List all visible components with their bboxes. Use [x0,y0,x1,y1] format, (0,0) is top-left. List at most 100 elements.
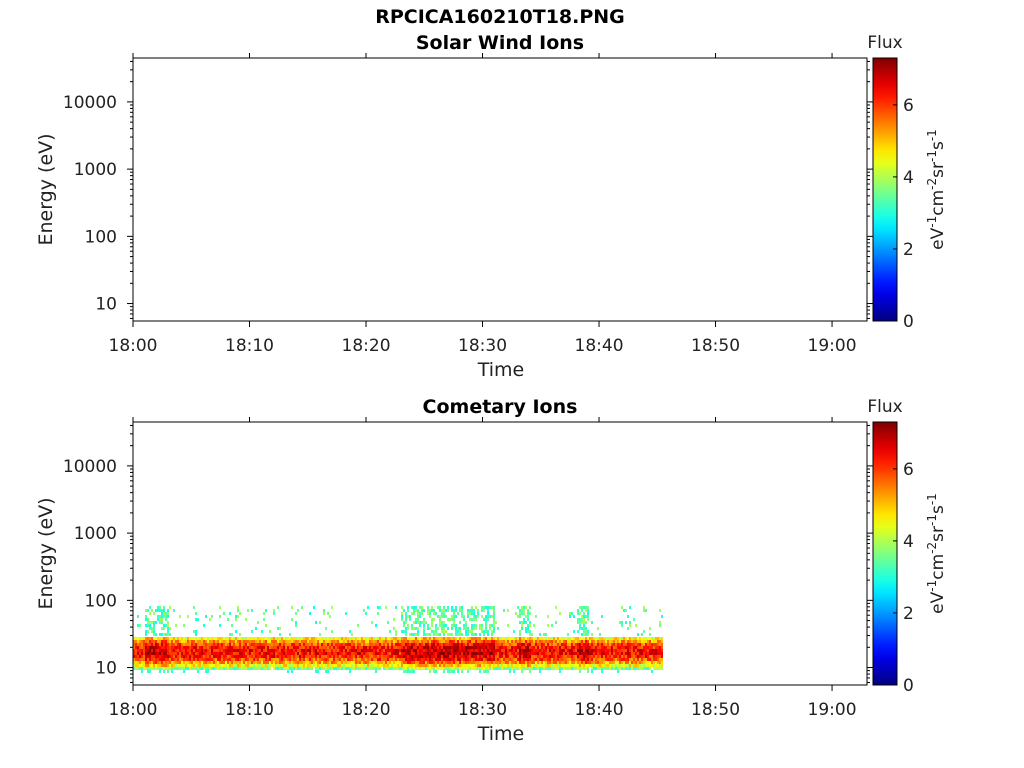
flux-cell [289,667,291,670]
flux-cell [609,658,611,661]
flux-cell [283,655,285,658]
flux-cell [201,667,203,670]
flux-cell [335,646,337,649]
flux-cell [187,640,189,643]
flux-cell [477,658,479,661]
flux-cell [223,637,225,640]
flux-cell [369,640,371,643]
flux-cell [243,655,245,658]
flux-cell [583,658,585,661]
flux-cell [471,664,473,667]
flux-cell [183,658,185,661]
flux-cell [139,667,141,670]
flux-cell [145,655,147,658]
flux-cell [231,633,233,636]
flux-cell [431,637,433,640]
flux-cell [185,643,187,646]
flux-cell [251,609,253,612]
flux-cell [531,643,533,646]
colorbar-label: eV-1cm-2sr-1s-1 [925,129,948,250]
flux-cell [149,667,151,670]
flux-cell [337,646,339,649]
flux-cell [559,664,561,667]
flux-cell [313,649,315,652]
flux-cell [261,667,263,670]
flux-cell [619,664,621,667]
flux-cell [623,664,625,667]
flux-cell [313,655,315,658]
flux-cell [321,652,323,655]
flux-cell [601,667,603,670]
flux-cell [541,643,543,646]
flux-cell [395,664,397,667]
flux-cell [209,618,211,621]
flux-cell [159,609,161,612]
flux-cell [383,646,385,649]
flux-cell [333,646,335,649]
flux-cell [393,658,395,661]
flux-cell [459,655,461,658]
flux-cell [387,658,389,661]
flux-cell [453,664,455,667]
flux-cell [465,630,467,633]
flux-cell [629,621,631,624]
flux-cell [437,667,439,670]
flux-cell [425,646,427,649]
flux-cell [579,658,581,661]
flux-cell [265,652,267,655]
flux-cell [295,652,297,655]
flux-cell [365,643,367,646]
flux-cell [503,658,505,661]
flux-cell [431,661,433,664]
flux-cell [411,643,413,646]
flux-cell [445,667,447,670]
flux-cell [291,606,293,609]
flux-cell [483,646,485,649]
flux-cell [203,643,205,646]
flux-cell [341,652,343,655]
flux-cell [461,652,463,655]
flux-cell [549,637,551,640]
flux-cell [635,624,637,627]
flux-cell [471,652,473,655]
flux-cell [239,649,241,652]
flux-cell [557,667,559,670]
flux-cell [205,643,207,646]
flux-cell [159,646,161,649]
flux-cell [453,640,455,643]
flux-cell [503,640,505,643]
flux-cell [277,655,279,658]
flux-cell [287,640,289,643]
flux-cell [355,646,357,649]
flux-cell [165,615,167,618]
flux-cell [569,661,571,664]
flux-cell [163,609,165,612]
flux-cell [587,615,589,618]
flux-cell [377,661,379,664]
flux-cell [397,658,399,661]
flux-cell [279,637,281,640]
flux-cell [467,640,469,643]
flux-cell [511,637,513,640]
plot-frame [133,58,867,321]
flux-cell [399,661,401,664]
flux-cell [587,609,589,612]
flux-cell [281,655,283,658]
flux-cell [291,637,293,640]
flux-cell [247,649,249,652]
flux-cell [475,661,477,664]
flux-cell [231,646,233,649]
flux-cell [317,646,319,649]
flux-cell [139,624,141,627]
flux-cell [169,606,171,609]
flux-cell [477,649,479,652]
flux-cell [655,658,657,661]
flux-cell [235,664,237,667]
flux-cell [549,640,551,643]
flux-cell [657,649,659,652]
flux-cell [225,661,227,664]
flux-cell [289,661,291,664]
flux-cell [153,637,155,640]
flux-cell [379,667,381,670]
flux-cell [527,649,529,652]
